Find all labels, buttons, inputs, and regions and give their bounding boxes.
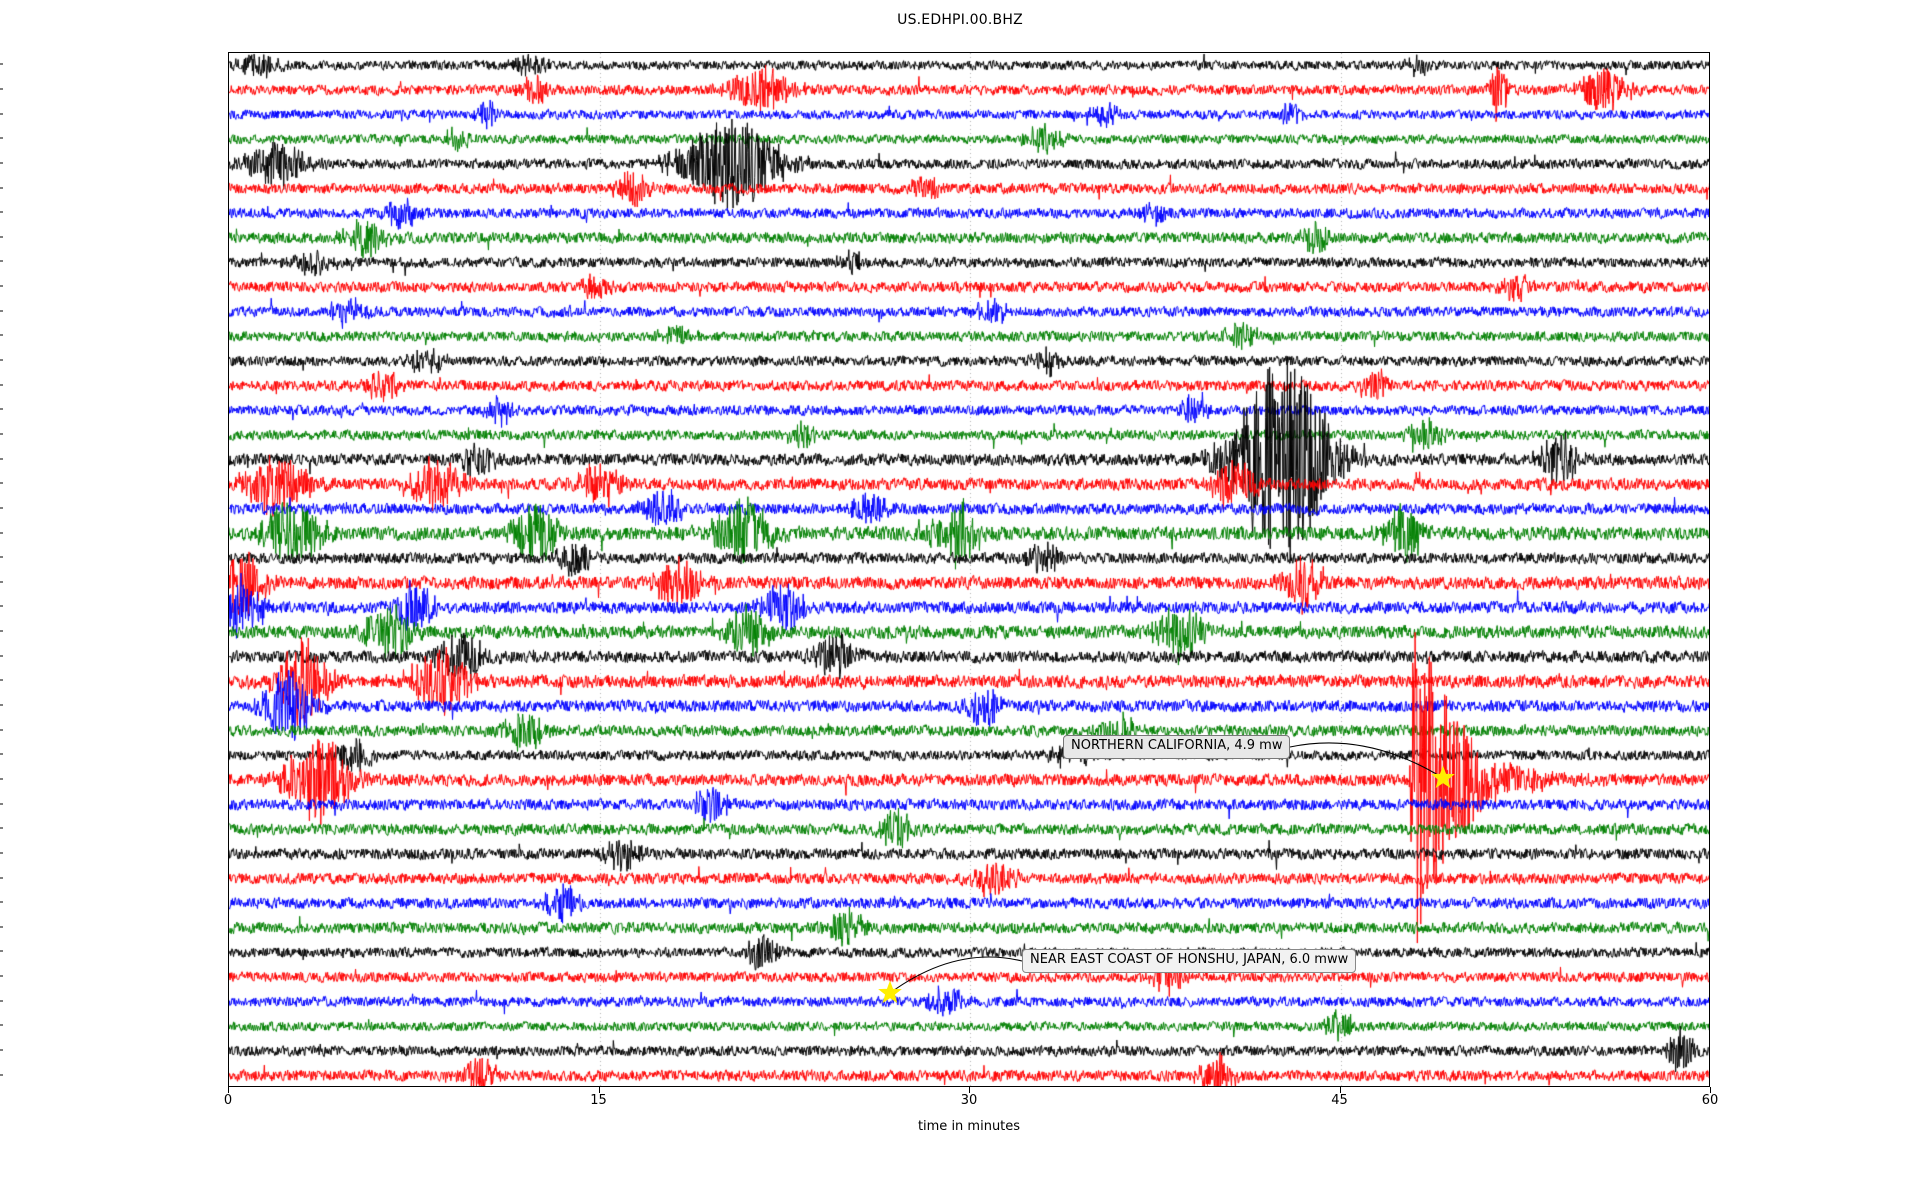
y-tick-mark [0,679,3,681]
y-tick-mark [0,926,3,928]
seismic-traces-canvas [229,53,1709,1086]
y-tick-mark [0,408,3,410]
y-tick-mark [0,88,3,90]
y-tick-mark [0,827,3,829]
y-axis-tick-labels: 00:00:0501:00:0502:00:0503:00:0504:00:05… [0,0,228,1200]
y-tick-mark [0,310,3,312]
y-tick-mark [0,655,3,657]
y-tick-mark [0,458,3,460]
y-tick-mark [0,1049,3,1051]
y-tick-mark [0,334,3,336]
y-tick-mark [0,975,3,977]
y-tick-mark [0,260,3,262]
x-axis-label: time in minutes [917,1119,1021,1134]
page-title: US.EDHPI.00.BHZ [897,12,1023,28]
y-tick-mark [0,581,3,583]
y-tick-mark [0,852,3,854]
x-tick-mark [1710,1087,1711,1093]
y-tick-mark [0,630,3,632]
x-tick-mark [969,1087,970,1093]
y-tick-mark [0,753,3,755]
x-tick-mark [598,1087,600,1093]
y-tick-mark [0,285,3,287]
y-tick-mark [0,433,3,435]
y-tick-mark [0,532,3,534]
y-tick-mark [0,384,3,386]
y-tick-mark [0,605,3,607]
y-tick-mark [0,236,3,238]
y-tick-mark [0,482,3,484]
annotation-northern-california[interactable]: NORTHERN CALIFORNIA, 4.9 mw [1063,735,1291,759]
y-tick-mark [0,704,3,706]
y-tick-mark [0,1024,3,1026]
y-tick-mark [0,1074,3,1076]
annotation-honshu-japan[interactable]: NEAR EAST COAST OF HONSHU, JAPAN, 6.0 mw… [1022,949,1357,973]
y-tick-mark [0,137,3,139]
x-tick-label: 30 [960,1093,978,1108]
x-tick-mark [1339,1087,1341,1093]
y-tick-mark [0,729,3,731]
y-tick-mark [0,778,3,780]
y-tick-mark [0,187,3,189]
y-tick-mark [0,803,3,805]
x-tick-label: 60 [1701,1093,1719,1108]
y-tick-mark [0,877,3,879]
y-tick-mark [0,1000,3,1002]
y-tick-mark [0,556,3,558]
x-tick-label: 45 [1331,1093,1348,1108]
x-tick-label: 0 [223,1093,233,1108]
y-tick-mark [0,162,3,164]
y-tick-mark [0,901,3,903]
x-tick-mark [228,1087,229,1093]
y-tick-mark [0,359,3,361]
y-tick-mark [0,113,3,115]
y-tick-mark [0,63,3,65]
y-tick-mark [0,950,3,952]
y-tick-mark [0,211,3,213]
y-tick-mark [0,507,3,509]
x-tick-label: 15 [590,1093,607,1108]
plot-axes [228,52,1710,1087]
